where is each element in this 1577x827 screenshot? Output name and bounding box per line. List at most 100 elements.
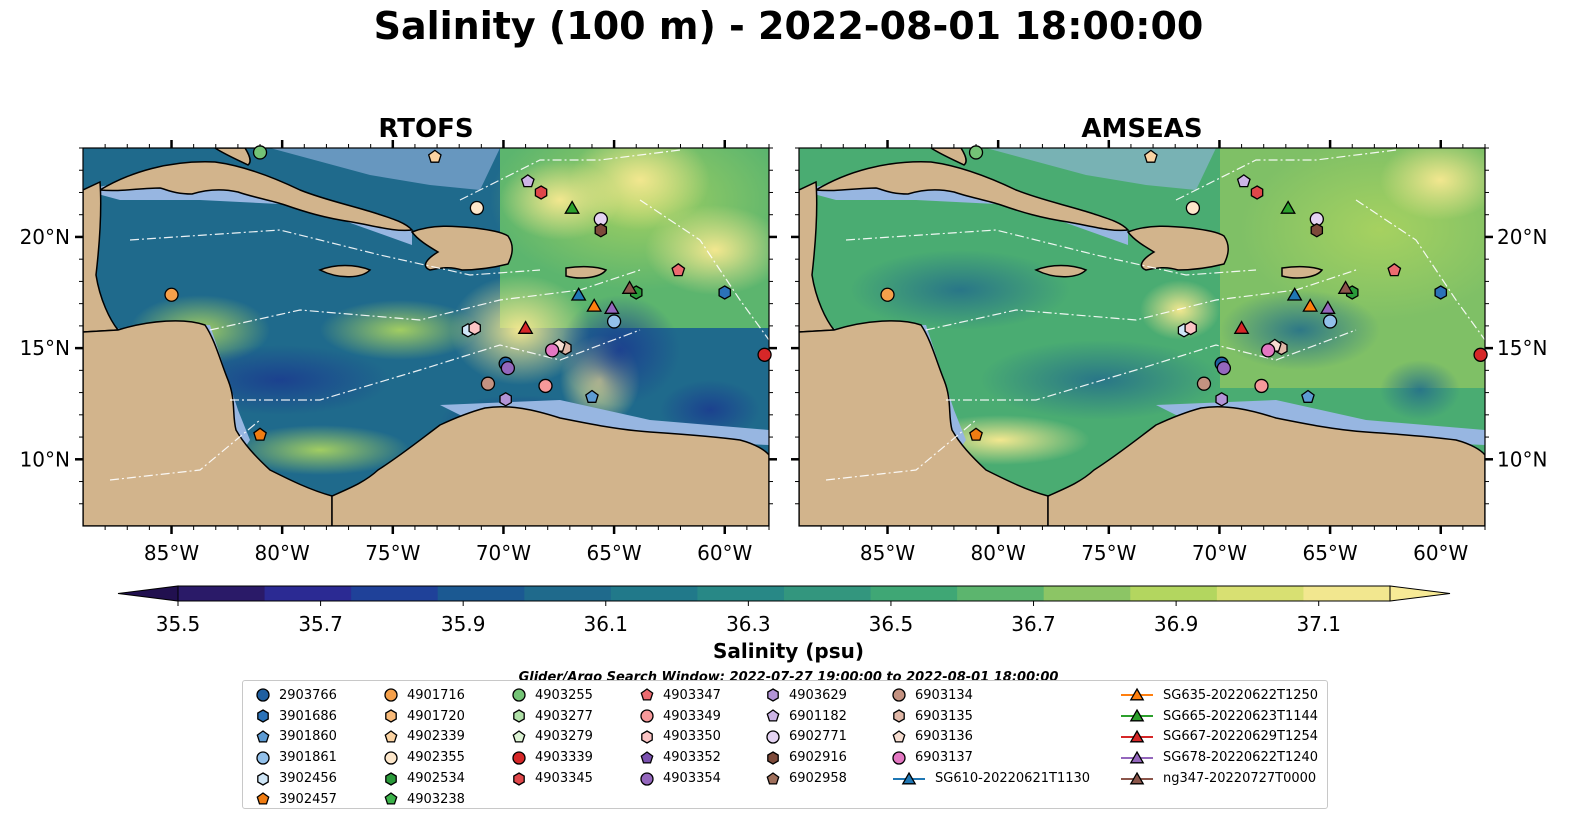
legend-label: 6902771 — [789, 729, 847, 745]
legend-column: 6903134 6903135 6903136 6903137 SG610-202206… — [891, 685, 1090, 789]
legend-column: 4903255 4903277 4903279 4903339 4903345 — [511, 685, 593, 789]
legend-item: 4903352 — [639, 747, 721, 768]
legend-circle-marker — [512, 688, 526, 703]
legend-triangle-marker — [1129, 771, 1145, 785]
colorbar-tick-label: 36.5 — [869, 612, 914, 636]
legend-item: 3901860 — [255, 727, 337, 748]
colorbar-extend-high — [1389, 585, 1451, 602]
colorbar-tick-label: 36.3 — [726, 612, 771, 636]
platform-marker-3901686 — [1434, 285, 1448, 300]
platform-marker-SG610-20220621T1130 — [1286, 286, 1303, 301]
x-tick-label: 85°W — [144, 541, 199, 565]
x-tick-label: 75°W — [1081, 541, 1136, 565]
legend-label: 4903347 — [663, 687, 721, 703]
legend-marker-icon — [256, 730, 270, 743]
legend-item: SG667-20220629T1254 — [1119, 727, 1318, 748]
legend-marker-icon — [767, 751, 779, 765]
legend-label: 4903339 — [535, 750, 593, 766]
legend-marker-icon — [257, 709, 269, 723]
legend-label: SG610-20220621T1130 — [935, 771, 1091, 787]
legend-column: 4903347 4903349 4903350 4903352 4903354 — [639, 685, 721, 789]
legend-label: SG635-20220622T1250 — [1163, 687, 1319, 703]
platform-marker-SG667-20220629T1254 — [1233, 320, 1250, 334]
platform-marker-6901182 — [520, 174, 535, 188]
legend-circle-marker — [892, 688, 906, 703]
colorbar-segment — [1216, 586, 1304, 601]
legend-label: 4901716 — [407, 687, 465, 703]
legend-label: 4903345 — [535, 771, 593, 787]
legend-item: 4902534 — [383, 768, 465, 789]
platform-marker-6903134 — [1196, 376, 1212, 391]
legend-column: 4901716 4901720 4902339 4902355 4902534 49032… — [383, 685, 465, 810]
legend-label: 4901720 — [407, 708, 465, 724]
legend-item: 4903277 — [511, 706, 593, 727]
legend-label: 4902534 — [407, 771, 465, 787]
legend-item: SG635-20220622T1250 — [1119, 685, 1318, 706]
legend-marker-icon — [892, 751, 906, 765]
legend-item: 6902771 — [765, 727, 847, 748]
legend-label: 3901861 — [279, 750, 337, 766]
colorbar-segment — [1130, 586, 1218, 601]
legend-item: SG678-20220622T1240 — [1119, 747, 1318, 768]
platform-marker-4903345 — [1250, 185, 1264, 200]
legend-item: 3902457 — [255, 789, 337, 810]
colorbar-tick-label: 36.1 — [583, 612, 628, 636]
legend-label: 4902355 — [407, 750, 465, 766]
legend-circle-marker — [766, 730, 780, 744]
axes-layer: 85°W 80°W 75°W 70°W 65°W 60°W 85°W 80°W 75°W 70°W… — [20, 140, 1547, 565]
legend-label: 4903279 — [535, 729, 593, 745]
platform-marker-4902355 — [1185, 200, 1201, 216]
platform-marker-6902916 — [594, 223, 608, 238]
legend-triangle-marker — [1129, 729, 1145, 743]
legend-item: 4903339 — [511, 747, 593, 768]
platform-marker-4903339 — [757, 347, 772, 362]
legend-pentagon-marker — [384, 730, 398, 743]
legend-column: SG635-20220622T1250 SG665-20220623T1144 SG… — [1119, 685, 1318, 789]
legend-label: 3902456 — [279, 771, 337, 787]
legend-marker-icon — [385, 771, 397, 786]
platform-marker-4902339 — [427, 149, 442, 163]
legend-label: 4903238 — [407, 791, 465, 807]
legend-label: SG665-20220623T1144 — [1163, 708, 1319, 724]
platform-marker-SG610-20220621T1130 — [570, 286, 587, 301]
legend-marker-icon — [766, 709, 780, 722]
platform-marker-3901861 — [1322, 314, 1338, 329]
legend-marker-icon — [385, 709, 397, 723]
legend-item: SG610-20220621T1130 — [891, 768, 1090, 789]
legend-marker-icon — [513, 771, 525, 786]
legend-marker-icon — [766, 730, 780, 744]
legend-marker-icon — [512, 751, 526, 765]
legend-hexagon-marker — [767, 688, 779, 703]
legend-marker-icon — [640, 688, 654, 701]
colorbar-segment — [784, 586, 872, 601]
legend-marker-icon — [512, 730, 526, 743]
colorbar-tick-label: 36.7 — [1011, 612, 1056, 636]
platform-marker-4903255 — [968, 145, 984, 160]
y-tick-label-left: 20°N — [20, 225, 70, 249]
platform-marker-4903629 — [499, 392, 512, 407]
legend-pentagon-marker — [256, 730, 270, 743]
colorbar-tick-label: 35.7 — [298, 612, 343, 636]
legend-marker-icon — [893, 771, 925, 785]
legend-item: 4903238 — [383, 789, 465, 810]
legend-item: 3901686 — [255, 706, 337, 727]
colorbar-segment — [957, 586, 1045, 601]
legend-label: 2903766 — [279, 687, 337, 703]
platform-marker-SG665-20220623T1144 — [1280, 200, 1296, 214]
legend-item: 4903349 — [639, 706, 721, 727]
legend-marker-icon — [256, 792, 270, 805]
legend-label: 4903354 — [663, 771, 721, 787]
legend-circle-marker — [256, 751, 270, 765]
legend-circle-marker — [640, 771, 654, 786]
x-tick-label: 70°W — [1192, 541, 1247, 565]
colorbar-segment — [1303, 586, 1391, 601]
legend: 2903766 3901686 3901860 3901861 3902456 39024… — [242, 680, 1328, 809]
platform-marker-6902916 — [1310, 223, 1324, 238]
legend-item: 4902339 — [383, 727, 465, 748]
x-tick-label: 80°W — [971, 541, 1026, 565]
legend-pentagon-marker — [766, 709, 780, 722]
legend-pentagon-marker — [384, 792, 398, 805]
legend-item: 6903135 — [891, 706, 1090, 727]
platform-marker-4903349 — [538, 378, 553, 394]
platform-markers — [164, 145, 1488, 441]
